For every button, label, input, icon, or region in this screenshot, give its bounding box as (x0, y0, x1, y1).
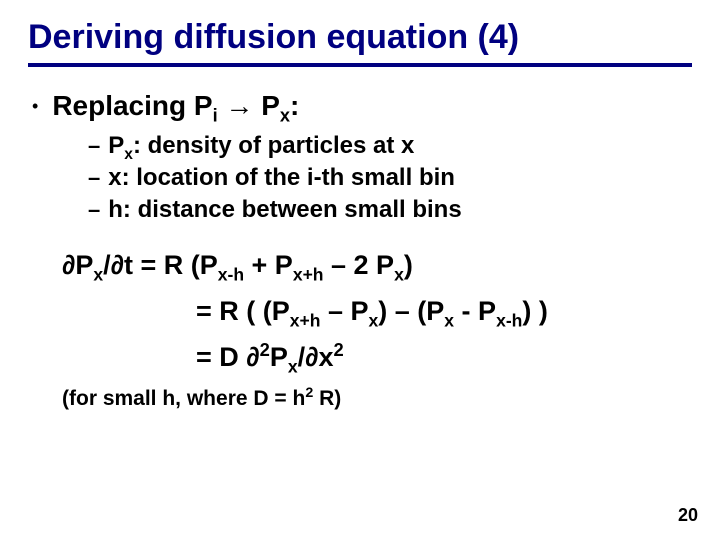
bullet-arrow: → P (218, 90, 280, 121)
eq3-mid2: /∂x (298, 342, 334, 372)
bullet-sub-x: x (280, 106, 290, 126)
eq2-m1: – P (320, 296, 368, 326)
bullet-suffix: : (290, 90, 299, 121)
eq3-sup2: 2 (333, 339, 343, 360)
sub-item: – h: distance between small bins (88, 195, 692, 225)
sub-sub: x (124, 146, 133, 163)
sub-text: x: location of the i-th small bin (108, 163, 455, 193)
eq2-m2: ) – (P (378, 296, 444, 326)
equation-line-1: ∂Px/∂t = R (Px-h + Px+h – 2 Px) (62, 245, 692, 285)
eq3-sub1: x (288, 356, 298, 376)
eq1-lhs-p: ∂P (62, 250, 93, 280)
sub-pre: x: location of the i-th small bin (108, 164, 455, 191)
eq3-sup1: 2 (260, 339, 270, 360)
sub-text: Px: density of particles at x (108, 131, 414, 161)
eq1-s1: x-h (218, 264, 244, 284)
sub-list: – Px: density of particles at x – x: loc… (88, 131, 692, 225)
note-text: (for small h, where D = h2 R) (62, 387, 692, 411)
eq2-s1: x+h (290, 310, 321, 330)
sub-dash: – (88, 195, 100, 225)
sub-post: : density of particles at x (133, 132, 414, 159)
equation-block: ∂Px/∂t = R (Px-h + Px+h – 2 Px) = R ( (P… (62, 245, 692, 377)
page-number: 20 (678, 505, 698, 526)
sub-pre: P (108, 132, 124, 159)
sub-text: h: distance between small bins (108, 195, 461, 225)
eq2-s3: x (444, 310, 454, 330)
eq2-s4: x-h (496, 310, 522, 330)
bullet-marker: • (32, 89, 38, 123)
eq2-m3: - P (454, 296, 496, 326)
equation-line-3: = D ∂2Px/∂x2 (196, 337, 692, 377)
equation-line-2: = R ( (Px+h – Px) – (Px - Px-h) ) (196, 291, 692, 331)
eq2-eq: = R ( (P (196, 296, 290, 326)
bullet-item: • Replacing Pi → Px: (32, 89, 692, 123)
sub-dash: – (88, 163, 100, 193)
eq1-lhs-rest: /∂t = R (P (103, 250, 218, 280)
eq1-end: ) (404, 250, 413, 280)
eq3-eq: = D ∂ (196, 342, 260, 372)
sub-item: – x: location of the i-th small bin (88, 163, 692, 193)
eq2-s2: x (369, 310, 379, 330)
sub-dash: – (88, 131, 100, 161)
note-post: R) (313, 387, 341, 410)
eq1-s3: x (394, 264, 404, 284)
sub-pre: h: distance between small bins (108, 196, 461, 223)
bullet-prefix: Replacing P (52, 90, 212, 121)
slide-title: Deriving diffusion equation (4) (28, 18, 692, 67)
eq2-end: ) ) (522, 296, 547, 326)
sub-item: – Px: density of particles at x (88, 131, 692, 161)
bullet-text: Replacing Pi → Px: (52, 89, 299, 123)
eq1-lhs-sub: x (93, 264, 103, 284)
eq1-m2: – 2 P (324, 250, 395, 280)
eq1-m1: + P (244, 250, 293, 280)
eq3-mid1: P (270, 342, 288, 372)
note-pre: (for small h, where D = h (62, 387, 305, 410)
eq1-s2: x+h (293, 264, 324, 284)
